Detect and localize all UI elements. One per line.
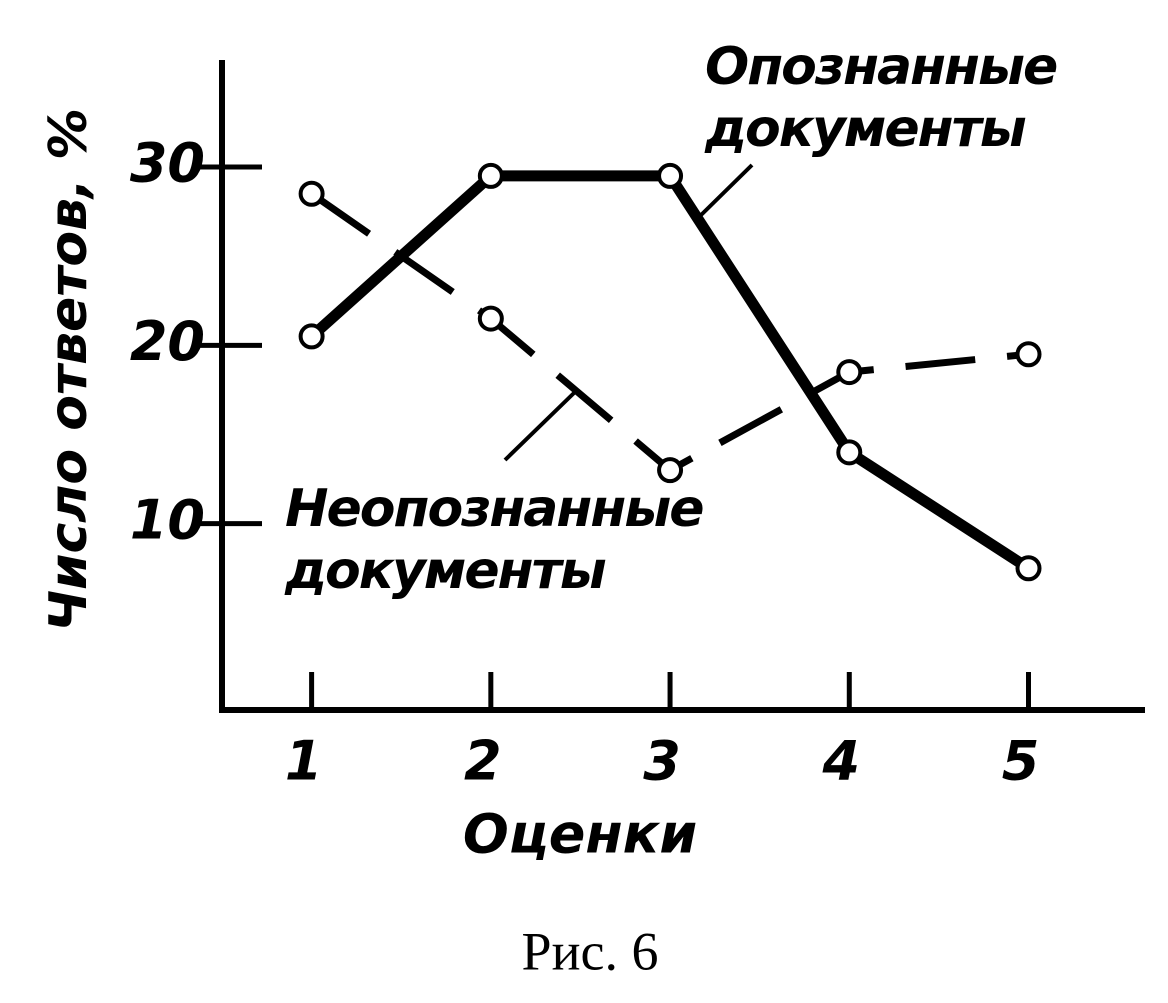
data-point (477, 305, 504, 332)
x-axis-label: Оценки (463, 803, 697, 866)
y-axis-label: Число ответов, % (39, 108, 99, 632)
leader-line (696, 163, 754, 220)
data-point (1015, 341, 1042, 368)
data-point (477, 162, 504, 189)
data-point (657, 162, 684, 189)
x-tick-label: 3 (643, 730, 681, 793)
y-tick-label: 20 (130, 310, 205, 373)
y-tick-label: 30 (130, 132, 205, 195)
data-point (657, 457, 684, 484)
x-tick-label: 1 (285, 730, 323, 793)
series-annotation: Неопознанные документы (285, 479, 705, 601)
leader-line (503, 390, 577, 462)
data-point (298, 180, 325, 207)
x-tick-label: 2 (464, 730, 502, 793)
data-point (836, 359, 863, 386)
data-point (1015, 555, 1042, 582)
x-tick-label: 4 (821, 730, 860, 793)
y-tick-label: 10 (130, 488, 205, 551)
data-point (298, 323, 325, 350)
series-annotation: Опознанные документы (705, 37, 1058, 159)
caption: Рис. 6 (522, 921, 659, 981)
data-point (836, 439, 863, 466)
x-tick-label: 5 (1002, 730, 1040, 793)
